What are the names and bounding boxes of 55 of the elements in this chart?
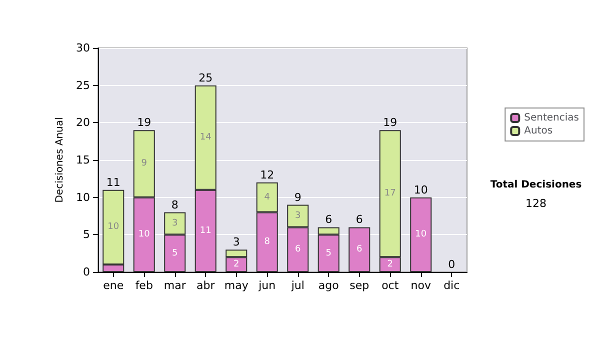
total-label: 10 <box>414 183 428 196</box>
x-tick-label: jun <box>258 279 276 292</box>
data-label: 2 <box>234 260 240 270</box>
data-label: 4 <box>264 192 270 202</box>
data-label: 5 <box>326 248 332 258</box>
x-tick-label: jul <box>290 279 304 292</box>
data-label: 8 <box>264 237 270 248</box>
data-label: 10 <box>138 230 150 240</box>
y-tick-label: 0 <box>83 266 90 278</box>
x-tick-label: nov <box>410 279 432 292</box>
x-tick-label: oct <box>382 279 400 292</box>
data-label: 11 <box>200 226 212 236</box>
bar <box>410 197 432 272</box>
total-label: 6 <box>356 213 363 226</box>
data-label: 10 <box>415 230 427 240</box>
total-label: 19 <box>383 116 398 130</box>
x-tick-label: may <box>224 279 249 292</box>
x-tick-label: feb <box>135 279 153 292</box>
text: 128 <box>526 197 546 210</box>
total-label: 11 <box>106 176 120 189</box>
legend-label: Autos <box>524 126 553 136</box>
x-tick-label: ago <box>318 279 340 292</box>
y-tick-label: 25 <box>76 78 90 92</box>
bar <box>348 227 370 272</box>
data-label: 5 <box>172 248 178 258</box>
x-tick-label: abr <box>196 279 216 292</box>
legend-label: Sentencias <box>524 112 580 124</box>
data-label: 17 <box>384 188 396 199</box>
y-axis-title: Decisiones Anual <box>54 117 66 203</box>
total-label: 9 <box>294 190 302 204</box>
total-label: 19 <box>137 116 152 130</box>
data-label: 2 <box>387 260 393 270</box>
y-tick-label: 5 <box>83 228 90 242</box>
x-tick-label: mar <box>164 279 186 292</box>
y-tick-label: 15 <box>76 154 90 166</box>
data-label: 6 <box>295 244 302 255</box>
data-label: 3 <box>172 218 178 228</box>
x-tick-label: sep <box>350 279 370 292</box>
y-tick-label: 30 <box>76 42 90 54</box>
total-label: 0 <box>448 258 456 271</box>
total-label: 3 <box>232 236 240 249</box>
data-label: 9 <box>141 158 148 169</box>
total-label: 25 <box>198 71 213 84</box>
y-tick-label: 10 <box>76 190 90 204</box>
y-tick-label: 20 <box>76 116 90 130</box>
data-label: 14 <box>200 132 212 143</box>
data-label: 10 <box>108 222 120 232</box>
x-tick-label: ene <box>103 279 124 292</box>
total-label: 8 <box>171 198 178 212</box>
total-label: 6 <box>325 213 332 226</box>
x-tick-label: dic <box>444 279 460 292</box>
data-label: 6 <box>356 244 363 255</box>
data-label: 3 <box>295 211 301 221</box>
total-label: 12 <box>260 168 274 182</box>
text: Total Decisiones <box>490 180 582 190</box>
